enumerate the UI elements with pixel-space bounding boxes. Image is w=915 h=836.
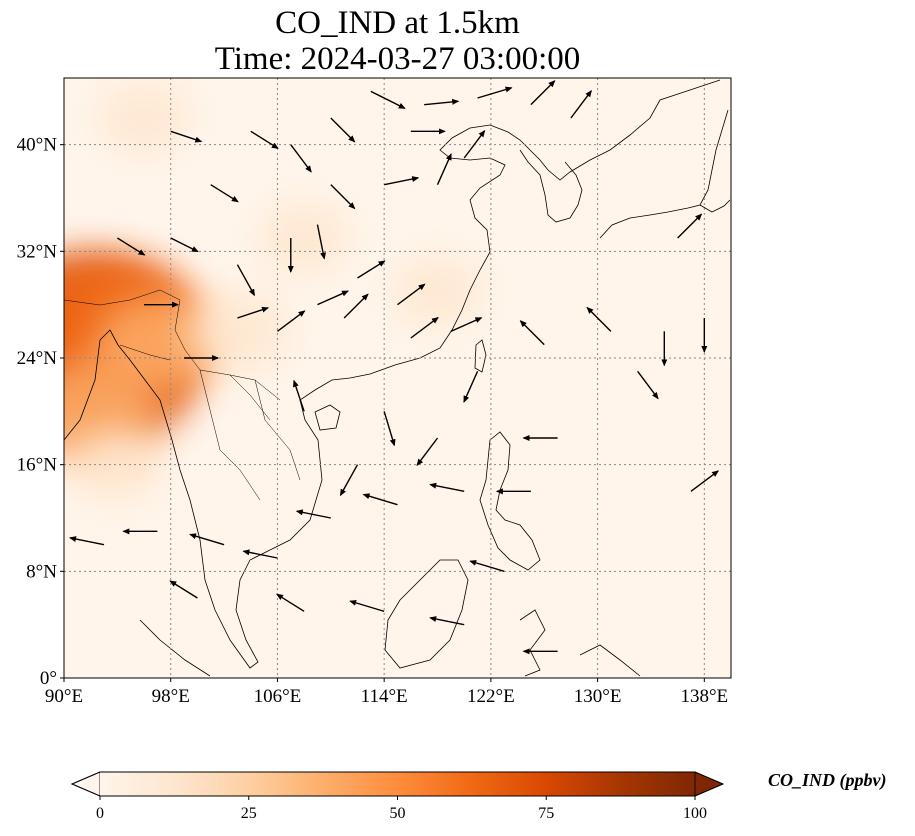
lat-tick-label: 32°N [17, 241, 58, 262]
wind-arrow [463, 371, 479, 403]
co-field-cell [185, 291, 289, 371]
wind-arrow [383, 411, 396, 447]
map-subtitle-time: Time: 2024-03-27 03:00:00 [214, 41, 581, 77]
wind-arrow [339, 464, 359, 497]
wind-arrow [530, 80, 556, 106]
wind-arrow [290, 144, 312, 173]
wind-arrow [463, 130, 486, 159]
colorbar: 0 25 50 75 100 [70, 771, 725, 822]
wind-arrow [237, 306, 269, 319]
wind-arrow [277, 310, 306, 332]
coastlines [64, 79, 731, 677]
wind-arrow [429, 616, 465, 626]
lat-tick-label: 8°N [26, 561, 57, 582]
wind-arrow [242, 549, 278, 559]
wind-arrow [349, 599, 385, 613]
coastline-hainan [314, 404, 341, 431]
co-field-cell [258, 203, 350, 273]
colorbar-ticks: 0 25 50 75 100 [96, 796, 707, 822]
map-plot-area [63, 77, 732, 679]
co-concentration-field [64, 82, 482, 501]
colorbar-tick-label: 100 [683, 805, 707, 822]
wind-arrow [436, 153, 452, 185]
wind-arrow [429, 482, 465, 493]
wind-arrow [370, 90, 406, 109]
wind-arrow [69, 536, 105, 546]
wind-arrow [330, 184, 356, 210]
wind-arrow [170, 237, 199, 253]
coastline-philippines [479, 431, 541, 571]
wind-arrow [236, 264, 256, 297]
wind-arrow [410, 317, 439, 339]
wind-arrow [276, 593, 305, 612]
coastline-new-guinea [579, 644, 641, 677]
wind-arrow [330, 117, 356, 143]
lon-tick-label: 90°E [45, 686, 83, 707]
latitude-ticks: 0° 8°N 16°N 24°N 32°N 40°N [17, 135, 64, 689]
wind-arrow [343, 293, 369, 319]
lon-tick-label: 98°E [152, 686, 190, 707]
lat-tick-label: 0° [40, 668, 57, 689]
graticule [64, 78, 731, 678]
wind-arrow [189, 533, 225, 546]
map-frame [63, 77, 732, 679]
lon-tick-label: 138°E [680, 686, 728, 707]
wind-arrow [424, 98, 460, 106]
wind-arrow [677, 213, 703, 239]
wind-arrow [384, 176, 420, 186]
map-title: CO_IND at 1.5km [275, 5, 520, 41]
lat-tick-label: 40°N [17, 135, 58, 156]
wind-arrow [519, 320, 545, 346]
wind-arrow [316, 224, 327, 260]
wind-arrow [357, 260, 386, 279]
wind-arrow [170, 130, 203, 143]
wind-vectors [69, 80, 719, 655]
colorbar-extend-high [694, 771, 725, 797]
wind-arrow [416, 437, 439, 467]
wind-arrow [292, 379, 305, 412]
colorbar-tick-label: 50 [390, 805, 406, 822]
wind-arrow [169, 580, 198, 599]
wind-arrow [477, 86, 513, 99]
wind-arrow [586, 306, 612, 332]
wind-arrow [210, 184, 239, 203]
co-field-cell [393, 257, 482, 326]
wind-arrow [116, 237, 146, 256]
wind-arrow [637, 370, 659, 400]
wind-arrow [570, 90, 592, 119]
colorbar-extend-low [70, 771, 101, 797]
wind-arrow [450, 317, 483, 332]
lat-tick-label: 16°N [17, 455, 58, 476]
wind-arrow [362, 493, 398, 506]
lon-tick-label: 130°E [574, 686, 622, 707]
longitude-ticks: 90°E 98°E 106°E 114°E 122°E 130°E 138°E [45, 678, 728, 707]
colorbar-tick-label: 0 [96, 805, 104, 822]
wind-arrow [397, 283, 426, 306]
wind-arrow [469, 559, 505, 573]
co-field-cell [70, 428, 165, 501]
lat-tick-label: 24°N [17, 348, 58, 369]
lon-tick-label: 114°E [361, 686, 408, 707]
colorbar-gradient [100, 772, 695, 796]
wind-arrow [690, 470, 719, 492]
colorbar-tick-label: 75 [538, 805, 554, 822]
coastline-japan [599, 109, 731, 239]
coastline-taiwan [474, 339, 487, 373]
coastline-sumatra [139, 619, 211, 677]
colorbar-tick-label: 25 [241, 805, 257, 822]
coastline-korea [519, 149, 583, 223]
co-field-cell [98, 82, 191, 154]
lon-tick-label: 122°E [467, 686, 515, 707]
colorbar-label: CO_IND (ppbv) [768, 770, 887, 790]
coastline-sulawesi [519, 609, 546, 677]
wind-arrow [295, 509, 331, 519]
coastline-mainland [64, 79, 721, 669]
wind-arrow [317, 290, 349, 306]
wind-arrow [250, 130, 279, 149]
lon-tick-label: 106°E [254, 686, 302, 707]
coastline-borneo [384, 559, 469, 669]
